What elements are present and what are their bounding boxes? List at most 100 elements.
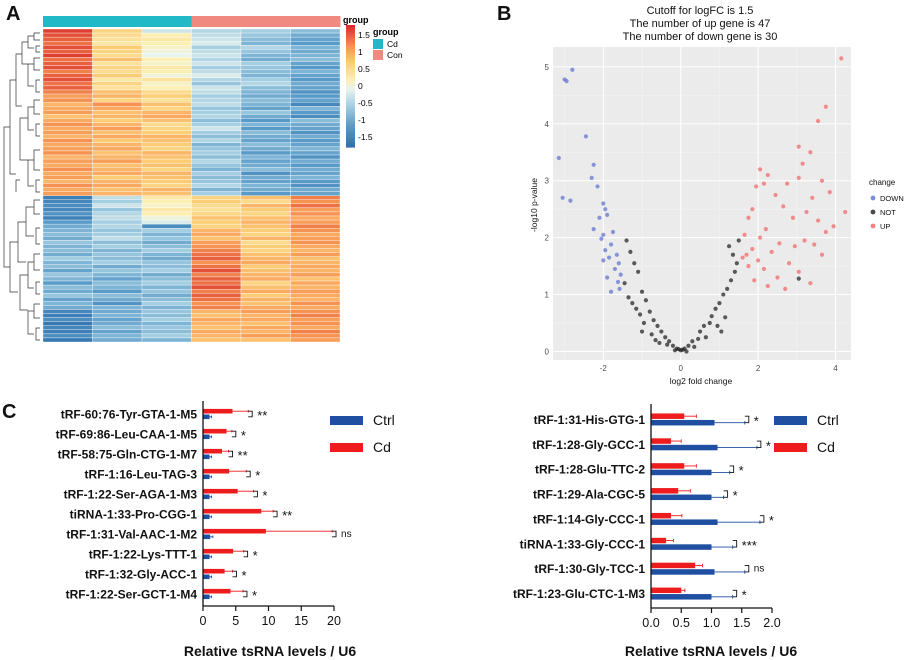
scatter-point-not	[653, 337, 658, 343]
heatmap-cell	[141, 57, 192, 62]
heatmap-cell	[92, 130, 143, 135]
heatmap-cell	[290, 167, 341, 172]
scatter-point-not	[697, 329, 703, 334]
heatmap-cell	[141, 325, 192, 330]
category-label: tRF-1:22-Lys-TTT-1	[89, 548, 198, 562]
legend-label: DOWN	[880, 194, 904, 203]
heatmap-cell	[141, 167, 192, 172]
legend-swatch	[330, 416, 363, 425]
heatmap-cell	[42, 69, 93, 74]
heatmap-cell	[42, 284, 93, 290]
heatmap-cell	[92, 162, 143, 168]
heatmap-cell	[92, 317, 143, 322]
colorbar-tick-label: -1.5	[358, 132, 373, 142]
plot-background	[553, 47, 851, 360]
heatmap-cell	[191, 203, 242, 209]
significance-bracket	[243, 550, 249, 558]
bar-cd	[651, 512, 671, 519]
heatmap-cell	[141, 154, 192, 160]
colorbar-segment	[346, 129, 355, 132]
colorbar-segment	[346, 31, 355, 34]
heatmap-cell	[240, 114, 291, 119]
x-tick-label: 20	[327, 614, 341, 628]
scatter-point-down	[614, 252, 619, 257]
heatmap-cell	[240, 138, 291, 143]
colorbar-segment	[346, 139, 355, 142]
bar-chart-right: tRF-1:31-His-GTG-1 * tRF-1:28-Gly-GCC-1 * tR…	[513, 404, 839, 659]
heatmap-cell	[141, 93, 192, 99]
bar-cd	[651, 438, 671, 444]
heatmap-cell	[42, 264, 93, 270]
x-tick-label: 0	[200, 614, 207, 628]
heatmap-cell	[42, 211, 93, 217]
x-tick-label: 0.0	[642, 616, 659, 630]
colorbar-segment	[346, 57, 355, 60]
heatmap-cell	[290, 36, 341, 42]
heatmap-cell	[191, 45, 242, 50]
heatmap-cell	[92, 77, 143, 83]
scatter-point-up	[765, 172, 770, 178]
x-axis-label: Relative tsRNA levels / U6	[184, 643, 356, 659]
group-legend-label: Con	[387, 50, 403, 60]
group-annotation-cell	[92, 16, 143, 27]
chart-title-line: The number of up gene is 47	[630, 18, 771, 30]
heatmap-cell	[42, 77, 93, 83]
legend-marker	[870, 209, 876, 215]
colorbar-segment	[346, 133, 355, 136]
scatter-point-not	[655, 323, 660, 328]
heatmap-cell	[240, 89, 291, 95]
heatmap-cell	[191, 106, 242, 111]
heatmap-cell	[191, 49, 242, 54]
heatmap-cell	[191, 280, 242, 286]
scatter-point-up	[757, 235, 763, 240]
significance-bracket	[228, 450, 233, 458]
heatmap-cell	[141, 256, 192, 261]
heatmap-cell	[92, 187, 143, 192]
heatmap-cell	[290, 268, 341, 274]
scatter-point-up	[800, 161, 805, 166]
heatmap-cell	[240, 53, 291, 58]
colorbar-tick-label: -0.5	[358, 98, 373, 108]
heatmap-cell	[42, 183, 93, 188]
heatmap-cell	[290, 53, 341, 58]
scatter-point-not	[709, 314, 714, 319]
heatmap-cell	[92, 138, 143, 143]
scatter-point-up	[810, 195, 815, 200]
heatmap-cell	[191, 325, 242, 330]
heatmap-cell	[191, 138, 242, 143]
heatmap-cell	[42, 256, 93, 261]
heatmap-cell	[92, 199, 143, 204]
scatter-point-up	[839, 56, 844, 61]
heatmap-cell	[141, 240, 192, 245]
bar-cd	[651, 488, 679, 494]
heatmap-cell	[141, 110, 192, 115]
heatmap-cell	[42, 150, 93, 156]
significance-bracket	[744, 415, 750, 424]
heatmap-cell	[191, 114, 242, 119]
y-tick-label: 4	[545, 120, 550, 129]
heatmap-cell	[191, 41, 242, 46]
scatter-point-not	[622, 281, 627, 286]
heatmap-cell	[191, 57, 242, 62]
x-tick-label: 15	[294, 614, 308, 628]
heatmap-cell	[290, 309, 341, 314]
x-axis-label: Relative tsRNA levels / U6	[625, 643, 797, 659]
heatmap-cell	[290, 236, 341, 241]
colorbar-segment	[346, 49, 355, 52]
heatmap-cell	[92, 57, 143, 62]
heatmap-cell	[240, 264, 291, 270]
heatmap-cell	[42, 167, 93, 172]
heatmap-cell	[42, 114, 93, 119]
significance-bracket	[759, 515, 765, 523]
heatmap-cell	[42, 219, 93, 225]
heatmap-cell	[141, 118, 192, 123]
heatmap-cell	[42, 293, 93, 298]
colorbar-segment	[346, 63, 355, 66]
bar-cd	[651, 463, 685, 469]
heatmap-cell	[42, 321, 93, 326]
colorbar-segment	[346, 51, 355, 54]
heatmap-cell	[191, 110, 242, 115]
heatmap-cell	[240, 134, 291, 139]
heatmap-cell	[141, 244, 192, 249]
scatter-point-not	[732, 269, 737, 274]
